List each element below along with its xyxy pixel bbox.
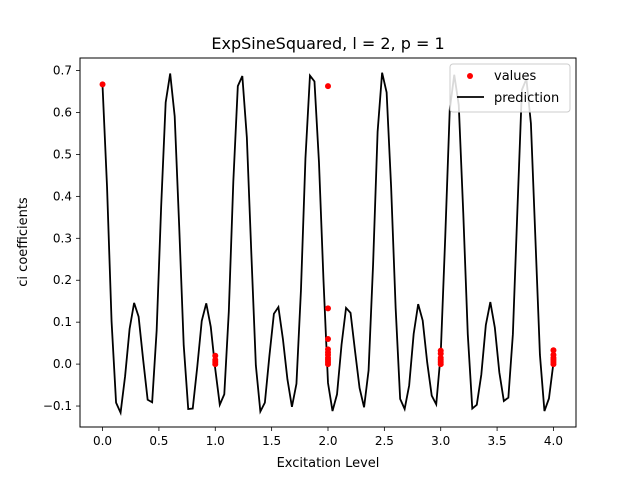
value-point bbox=[325, 335, 331, 342]
value-point bbox=[437, 361, 444, 368]
x-axis: 0.0 0.5 1.0 1.5 2.0 2.5 3.0 3.5 4.0 bbox=[93, 427, 563, 448]
legend-values-label: values bbox=[494, 69, 537, 84]
x-tick-label: 0.0 bbox=[93, 434, 112, 448]
y-tick-label: 0.6 bbox=[53, 106, 72, 120]
value-point bbox=[550, 347, 557, 354]
legend: values prediction bbox=[449, 63, 571, 113]
y-tick-label: 0.2 bbox=[53, 273, 72, 287]
value-point bbox=[212, 352, 219, 359]
x-axis-label: Excitation Level bbox=[277, 456, 380, 471]
legend-prediction-label: prediction bbox=[494, 91, 559, 106]
y-axis-label: ci coefficients bbox=[16, 197, 31, 287]
x-tick-label: 2.5 bbox=[375, 434, 394, 448]
y-tick-label: 0.0 bbox=[53, 357, 72, 371]
y-tick-label: 0.4 bbox=[53, 189, 72, 203]
legend-box bbox=[449, 63, 571, 113]
value-point bbox=[550, 361, 557, 368]
y-axis: −0.1 0.0 0.1 0.2 0.3 0.4 0.5 0.6 0.7 bbox=[43, 64, 80, 413]
value-point bbox=[99, 81, 106, 88]
x-tick-label: 2.0 bbox=[318, 434, 337, 448]
x-tick-label: 0.5 bbox=[149, 434, 168, 448]
value-point bbox=[212, 361, 219, 368]
y-tick-label: 0.1 bbox=[53, 315, 72, 329]
legend-values-marker bbox=[467, 73, 473, 79]
y-tick-label: −0.1 bbox=[43, 399, 72, 413]
x-tick-label: 4.0 bbox=[544, 434, 563, 448]
prediction-line bbox=[101, 72, 555, 417]
value-point bbox=[325, 83, 331, 90]
value-point bbox=[325, 361, 331, 368]
x-tick-label: 3.0 bbox=[431, 434, 450, 448]
y-tick-label: 0.5 bbox=[53, 147, 72, 161]
x-tick-label: 3.5 bbox=[488, 434, 507, 448]
y-tick-label: 0.7 bbox=[53, 64, 72, 78]
x-tick-label: 1.5 bbox=[262, 434, 281, 448]
values-points bbox=[99, 81, 557, 368]
chart-title: ExpSineSquared, l = 2, p = 1 bbox=[211, 34, 444, 53]
value-point bbox=[437, 350, 444, 357]
y-tick-label: 0.3 bbox=[53, 231, 72, 245]
x-tick-label: 1.0 bbox=[206, 434, 225, 448]
value-point bbox=[325, 305, 331, 312]
plot-area bbox=[99, 72, 557, 417]
